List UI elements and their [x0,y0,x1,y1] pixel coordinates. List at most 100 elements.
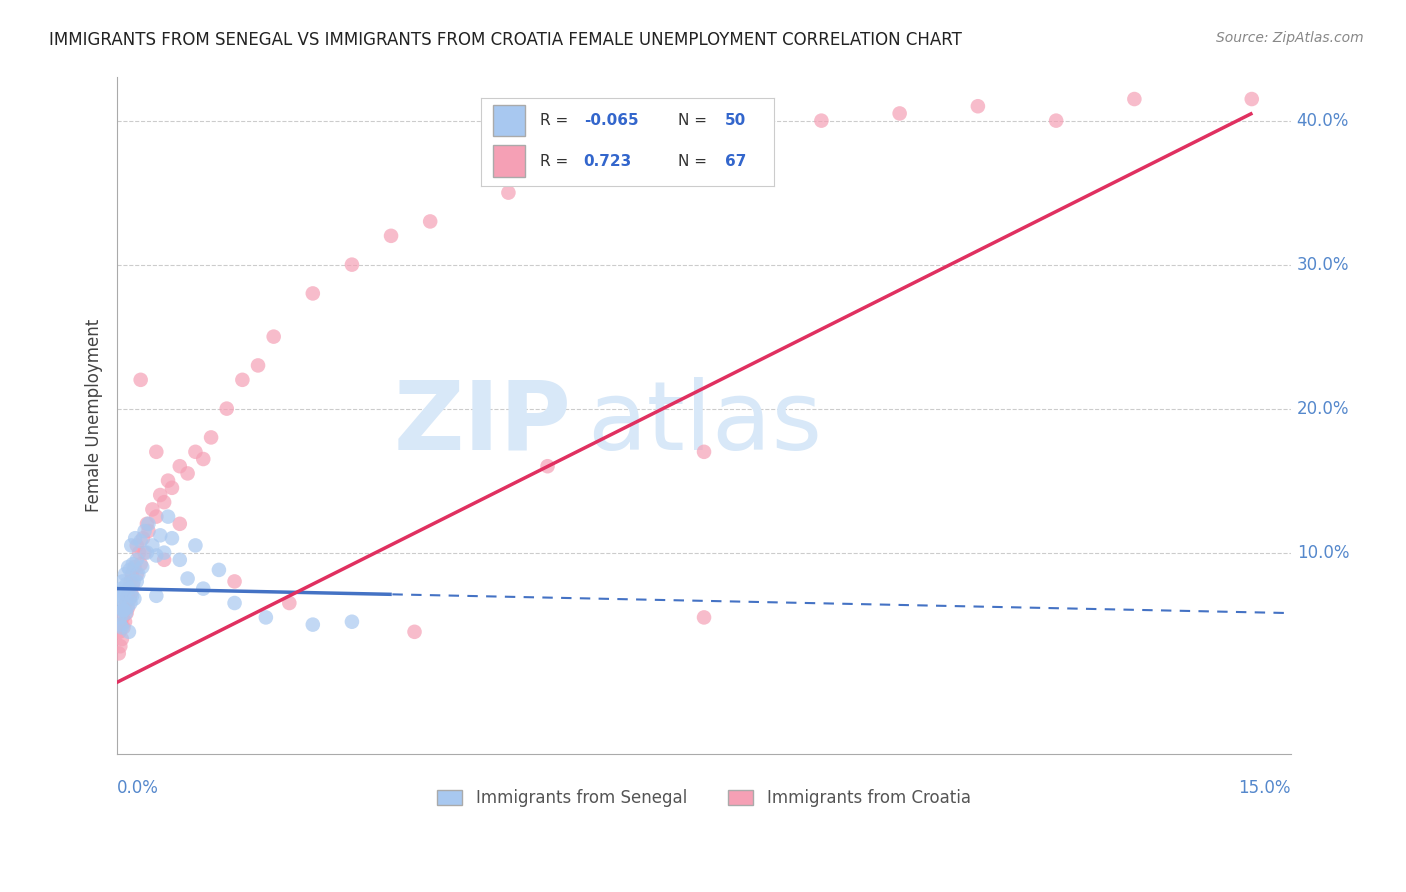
Point [693,445,716,459]
Point [145,549,167,563]
Point [121,589,143,603]
Point [127,567,149,582]
Point [124,531,146,545]
Point [135,516,157,531]
Point [121,567,143,582]
Point [110,610,132,624]
Point [231,373,253,387]
Point [107,596,129,610]
Legend: Immigrants from Senegal, Immigrants from Croatia: Immigrants from Senegal, Immigrants from… [430,782,977,814]
Point [149,488,172,502]
Text: 0.0%: 0.0% [117,780,159,797]
Point [1240,92,1263,106]
Point [145,589,167,603]
Point [169,459,191,474]
Point [125,538,148,552]
Point [733,128,755,142]
Point [125,567,148,582]
Point [117,600,139,615]
Point [889,106,911,120]
Point [110,639,132,653]
Point [145,509,167,524]
Point [224,596,246,610]
Point [301,286,323,301]
Point [380,228,402,243]
Point [193,452,215,467]
Point [145,445,167,459]
Point [112,603,135,617]
Point [129,557,152,571]
Point [138,516,160,531]
Point [129,534,152,549]
Point [134,524,156,538]
Point [301,617,323,632]
Point [340,615,363,629]
Point [134,546,156,560]
Point [132,531,155,545]
Point [117,600,139,615]
Point [115,577,138,591]
Point [419,214,441,228]
Point [254,610,277,624]
Text: ZIP: ZIP [394,376,571,469]
Point [114,596,136,610]
Point [111,632,134,646]
Point [169,553,191,567]
Point [153,553,176,567]
Point [111,610,134,624]
Point [184,538,207,552]
Point [110,617,132,632]
Point [184,445,207,459]
Point [111,582,134,596]
Text: 20.0%: 20.0% [1296,400,1350,417]
Point [122,574,145,589]
Point [810,113,832,128]
Point [208,563,231,577]
Point [112,620,135,634]
Point [111,620,134,634]
Point [120,538,142,552]
Point [118,563,141,577]
Point [967,99,990,113]
Point [118,582,141,596]
Point [120,574,142,589]
Point [110,591,132,606]
Point [141,538,163,552]
Point [114,606,136,620]
Point [1045,113,1067,128]
Point [200,430,222,444]
Point [115,606,138,620]
Point [131,560,153,574]
Point [160,531,183,545]
Point [120,586,142,600]
Point [157,509,180,524]
Point [169,516,191,531]
Point [135,546,157,560]
Point [114,615,136,629]
Point [121,557,143,571]
Point [118,624,141,639]
Point [536,459,558,474]
Y-axis label: Female Unemployment: Female Unemployment [86,319,103,512]
Text: 30.0%: 30.0% [1296,256,1350,274]
Point [157,474,180,488]
Point [125,574,148,589]
Point [124,560,146,574]
Point [176,572,198,586]
Point [112,603,135,617]
Point [340,258,363,272]
Point [654,143,676,157]
Text: Source: ZipAtlas.com: Source: ZipAtlas.com [1216,31,1364,45]
Point [404,624,426,639]
Point [118,591,141,606]
Point [108,624,131,639]
Point [247,359,270,373]
Point [128,546,150,560]
Text: atlas: atlas [586,376,821,469]
Point [111,574,134,589]
Point [153,546,176,560]
Point [120,596,142,610]
Point [693,610,716,624]
Point [112,603,135,617]
Point [114,567,136,582]
